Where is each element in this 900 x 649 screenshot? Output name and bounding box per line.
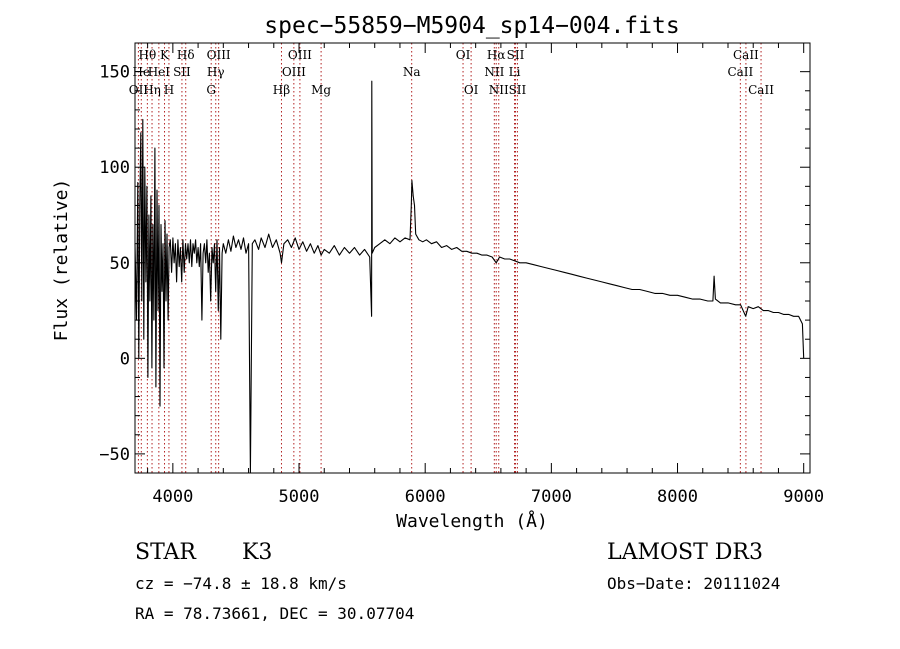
y-axis-label: Flux (relative) [51,179,72,342]
coordinates: RA = 78.73661, DEC = 30.07704 [135,604,414,623]
y-tick-label: 50 [110,254,130,274]
line-label: Hβ [273,83,290,97]
line-label: SII [509,83,527,97]
line-label: HeI [148,65,171,79]
line-label: Mg [311,83,331,97]
chart-title: spec−55859−M5904_sp14−004.fits [264,13,679,39]
line-label: Hα [487,48,506,62]
x-tick-label: 6000 [405,487,446,507]
x-tick-label: 4000 [152,487,193,507]
line-label: SII [173,65,191,79]
line-label: OIII [282,65,306,79]
x-axis-label: Wavelength (Å) [396,510,548,532]
line-label: OI [456,48,471,62]
line-label: NII [489,83,509,97]
spectrum-line [134,80,805,474]
line-label: Hθ [139,48,157,62]
x-tick-label: 5000 [279,487,320,507]
y-tick-label: 150 [99,63,130,83]
line-label: Li [509,65,521,79]
object-subclass: K3 [242,540,272,565]
line-label: OI [464,83,479,97]
line-label: K [160,48,170,62]
x-tick-label: 9000 [783,487,824,507]
survey-name: LAMOST DR3 [607,540,763,565]
x-axis-ticks: 4000 5000 6000 7000 8000 9000 [147,43,824,507]
line-label: CaII [733,48,759,62]
y-axis-ticks: −50 0 50 100 150 [99,63,810,465]
line-label: SII [507,48,525,62]
y-tick-label: 100 [99,158,130,178]
line-label: Hδ [177,48,195,62]
line-label: Hγ [207,65,225,79]
line-label: OIII [288,48,312,62]
observation-date: Obs−Date: 20111024 [607,574,780,593]
line-label: Hη [143,83,161,97]
object-class: STAR [135,540,197,565]
line-label: OII [129,83,149,97]
line-label: Na [403,65,421,79]
line-label: CaII [727,65,753,79]
x-tick-label: 8000 [657,487,698,507]
line-label: NII [484,65,504,79]
y-tick-label: 0 [120,349,130,369]
line-markers [137,43,762,473]
line-label: H [164,83,174,97]
line-label: G [206,83,216,97]
line-label: CaII [748,83,774,97]
plot-frame [134,42,811,474]
x-tick-label: 7000 [531,487,572,507]
redshift-cz: cz = −74.8 ± 18.8 km/s [135,574,347,593]
spectrum-series [134,80,805,474]
line-label: OIII [207,48,231,62]
y-tick-label: −50 [99,445,130,465]
